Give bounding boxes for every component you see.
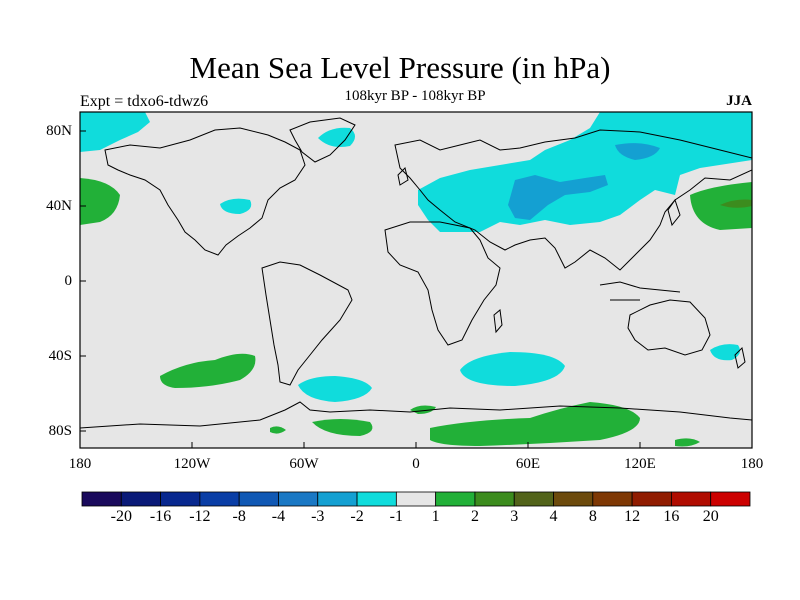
coast-south-america [261,261,353,386]
lon-label-180w: 180 [68,456,92,472]
pos-anomaly-antarctic-small2 [270,426,286,434]
pos-anomaly-north-pacific-east [690,182,752,230]
neg-anomaly-siberia-core [615,143,660,160]
colorbar-swatch [592,491,633,507]
colorbar-label: -4 [271,508,286,525]
map-subtitle: 108kyr BP - 108kyr BP [344,88,486,104]
coast-japan [667,198,681,227]
neg-anomaly-south-indian [460,352,565,386]
neg-anomaly-arctic-pacific [80,112,150,152]
coast-eurasia [394,129,752,271]
colorbar-label: -1 [389,508,403,525]
neg-anomaly-eurasia-core [508,175,608,220]
colorbar-swatch [671,491,712,507]
colorbar-swatch [81,491,122,507]
colorbar-swatch [238,491,279,507]
lon-label-60e: 60E [515,456,541,472]
colorbar-label: 1 [431,508,440,525]
pos-anomaly-antarctic-small3 [675,438,700,447]
map-title: Mean Sea Level Pressure (in hPa) [189,50,611,85]
colorbar-label: 3 [510,508,519,525]
coast-north-america [104,127,306,256]
colorbar-label: -16 [149,508,172,525]
colorbar-swatch [160,491,201,507]
coast-australia [627,299,711,356]
lon-label-120w: 120W [173,456,211,472]
season-label: JJA [726,93,752,109]
pos-anomaly-south-pacific [160,353,256,388]
lon-label-180e: 180 [740,456,764,472]
coast-africa [384,221,501,346]
lon-label-120e: 120E [624,456,656,472]
colorbar-swatch [278,491,319,507]
coastlines [80,117,752,429]
colorbar-label: 20 [702,508,719,525]
colorbar-swatch [631,491,672,507]
colorbar-swatch [120,491,161,507]
lat-label-0: 0 [64,273,73,289]
colorbar-swatch [395,491,437,507]
colorbar-label: -2 [350,508,364,525]
pos-anomaly-antarctic-indian [430,402,640,446]
colorbar-label: -20 [110,508,132,525]
colorbar-swatch [356,491,397,507]
lat-label-40n: 40N [46,198,72,214]
colorbar-label: 4 [549,508,558,525]
colorbar-swatch [435,491,476,507]
coast-greenland [289,117,356,163]
pos-anomaly-antarctic-small [410,405,436,414]
colorbar-swatch [513,491,554,507]
lat-label-80s: 80S [48,423,72,439]
colorbar-label: 8 [588,508,597,525]
colorbar-swatch [199,491,240,507]
neg-anomaly-eurasia [418,112,752,232]
neg-anomaly-south-atlantic [298,376,372,402]
colorbar-label: -8 [232,508,246,525]
coast-new-zealand [734,346,746,369]
neg-anomaly-tasman [710,344,740,361]
colorbar-label: 12 [624,508,641,525]
coast-indonesia [599,281,681,301]
coast-antarctica [80,401,752,429]
pos-anomaly-north-pacific-west [80,178,120,225]
colorbar-swatch [474,491,515,507]
pos-anomaly-antarctic-atlantic [312,419,373,436]
colorbar-label: 16 [663,508,680,525]
coast-madagascar [493,309,503,334]
neg-anomaly-atlantic-small [220,198,252,214]
lon-label-0: 0 [412,456,420,472]
axis-ticks [79,130,753,448]
coast-uk [397,167,409,186]
lat-label-40s: 40S [48,348,72,364]
colorbar-label: -3 [311,508,325,525]
colorbar-swatch [317,491,358,507]
experiment-label: Expt = tdxo6-tdwz6 [80,93,209,110]
colorbar [81,491,751,507]
contour-fills [80,112,752,447]
colorbar-swatch [553,491,594,507]
colorbar-label: -12 [189,508,211,525]
colorbar-label: 2 [470,508,479,525]
pos-anomaly-north-pacific-core [720,199,752,208]
lat-label-80n: 80N [46,123,72,139]
colorbar-swatch [710,491,751,507]
lon-label-60w: 60W [289,456,319,472]
neg-anomaly-greenland-sea [318,127,355,147]
